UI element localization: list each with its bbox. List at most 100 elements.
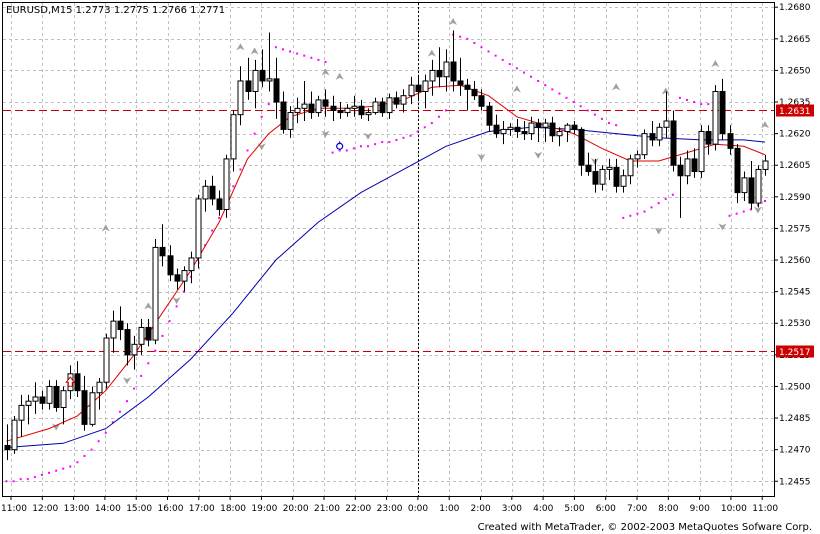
candle (486, 102, 493, 132)
sar-dot (359, 145, 362, 148)
price-tick-label: 1.2470 (779, 446, 811, 456)
time-tick-label: 0:00 (408, 504, 428, 514)
sar-dot (551, 88, 554, 91)
sar-dot (12, 480, 15, 483)
candle (748, 161, 755, 210)
candle-body (620, 175, 627, 187)
sar-dot (686, 98, 689, 101)
candle-body (712, 90, 719, 145)
sar-dot (622, 216, 625, 219)
candle (174, 268, 181, 290)
price-tick-label: 1.2590 (779, 193, 811, 203)
sar-dot (572, 101, 575, 104)
candle-body (507, 126, 514, 130)
candle (606, 158, 613, 180)
sar-dot (480, 46, 483, 49)
candle (330, 95, 337, 121)
candle (188, 251, 195, 284)
candle-body (174, 274, 181, 282)
candle (11, 415, 18, 454)
price-tick-label: 1.2560 (779, 256, 811, 266)
time-tick-label: 13:00 (64, 504, 90, 514)
fractal-down-marker (52, 423, 61, 431)
candle (124, 323, 131, 366)
candle-body (245, 80, 252, 92)
candle (542, 118, 549, 143)
candle-body (103, 337, 110, 383)
sar-dot (133, 387, 136, 390)
candle (443, 49, 450, 92)
candle-body (493, 124, 500, 135)
candle-body (81, 390, 88, 425)
time-tick-label: 11:00 (752, 504, 778, 514)
sar-dot (239, 168, 242, 171)
candle (202, 179, 209, 212)
candle (514, 118, 521, 138)
price-tick-label: 1.2485 (779, 414, 811, 424)
fractal-up-marker (101, 224, 110, 232)
candle (301, 80, 308, 121)
candle (351, 95, 358, 117)
candle-body (755, 168, 762, 204)
price-tick-label: 1.2455 (779, 477, 811, 487)
candle (117, 306, 124, 341)
candle-body (457, 80, 464, 86)
candle (230, 110, 237, 172)
candle (245, 57, 252, 100)
candle (393, 91, 400, 109)
candle-body (741, 177, 748, 194)
candle (18, 394, 25, 438)
candle-body (96, 381, 103, 394)
sar-dot (260, 115, 263, 118)
candle (358, 99, 365, 119)
candle-body (216, 198, 223, 210)
candle (365, 108, 372, 121)
fractal-down-marker (718, 223, 727, 231)
candle-body (89, 392, 96, 425)
fractal-down-marker (172, 297, 181, 305)
sar-dot (565, 96, 568, 99)
sar-dot (33, 476, 36, 479)
candle-body (400, 95, 407, 105)
sar-dot (182, 290, 185, 293)
candle-body (351, 105, 358, 109)
time-tick-label: 14:00 (95, 504, 121, 514)
candle-body (344, 107, 351, 114)
sar-dot (409, 134, 412, 137)
candle (53, 380, 60, 412)
candle (422, 74, 429, 109)
candle (60, 386, 67, 425)
sar-dot (374, 143, 377, 146)
candle (712, 85, 719, 151)
fractal-up-marker (612, 83, 621, 91)
sar-dot (90, 448, 93, 451)
time-tick-label: 4:00 (533, 504, 553, 514)
sar-dot (147, 362, 150, 365)
sar-dot (111, 421, 114, 424)
candle (656, 123, 663, 147)
sar-dot (69, 465, 72, 468)
candle (131, 335, 138, 370)
price-level-badge-label: 1.2517 (779, 348, 811, 358)
candle (719, 78, 726, 140)
candle-body (698, 131, 705, 173)
candles (4, 30, 769, 461)
candle-body (564, 124, 571, 133)
candle (379, 97, 386, 117)
candle (181, 266, 188, 292)
price-tick-label: 1.2605 (779, 161, 811, 171)
sar-dot (643, 210, 646, 213)
sar-dot (211, 229, 214, 232)
candle (344, 104, 351, 117)
candle (528, 116, 535, 140)
candle-body (592, 171, 599, 185)
sar-dot (140, 374, 143, 377)
price-level-badge (776, 104, 814, 117)
candle-body (223, 158, 230, 210)
fractal-up-marker (449, 17, 458, 25)
sar-dot (593, 113, 596, 116)
candle-body (266, 78, 273, 82)
candle (96, 378, 103, 410)
candle (535, 118, 542, 143)
